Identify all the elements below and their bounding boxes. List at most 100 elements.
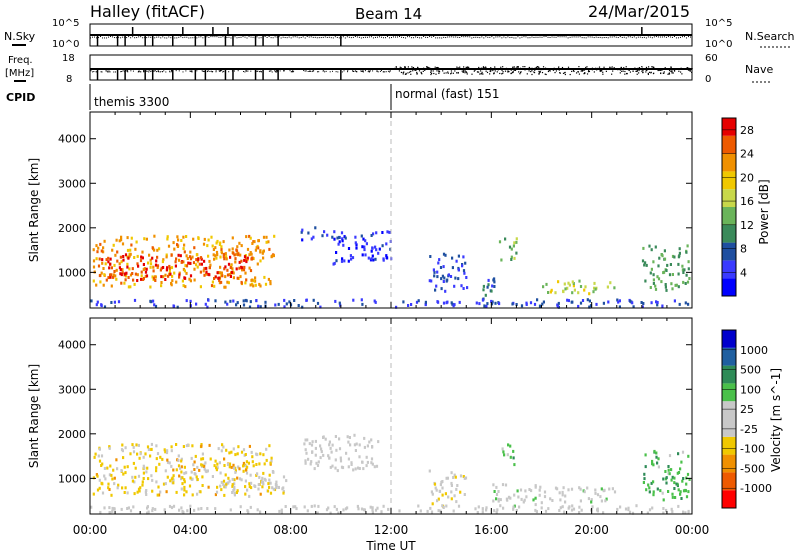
vel-cell <box>428 469 431 473</box>
vel-cell <box>549 497 552 501</box>
nave-dot <box>105 70 107 72</box>
vel-cell <box>651 506 654 510</box>
power-cell <box>550 288 553 292</box>
power-cell <box>684 301 687 305</box>
vel-cell <box>371 462 374 466</box>
vel-cell <box>679 490 682 494</box>
power-cell <box>151 275 154 279</box>
vel-cell <box>431 492 434 496</box>
nave-dot <box>459 67 461 70</box>
power-cell <box>355 243 358 247</box>
vel-cell <box>578 511 581 514</box>
time-tick-label: 16:00 <box>474 523 509 537</box>
power-cell <box>451 256 454 260</box>
vel-cell <box>213 464 216 468</box>
power-cell <box>203 267 206 271</box>
power-cell <box>449 275 453 278</box>
power-cell <box>372 258 375 262</box>
vel-cell <box>103 466 106 470</box>
cpid-mode-1: themis 3300 <box>94 95 169 109</box>
vel-cell <box>504 483 508 487</box>
power-cell <box>174 260 177 264</box>
vel-cell <box>159 455 162 459</box>
nsearch-dot <box>639 36 641 38</box>
power-cell <box>160 281 163 284</box>
vel-cell <box>193 508 196 512</box>
power-cell <box>595 302 598 306</box>
nsearch-dot <box>675 37 677 39</box>
nsearch-dot <box>378 36 380 38</box>
vel-cell <box>677 452 680 456</box>
power-cell <box>632 305 635 309</box>
vel-cell <box>503 453 506 457</box>
power-cell <box>297 304 300 307</box>
nave-dot <box>113 71 115 73</box>
nsearch-dot <box>284 37 286 39</box>
nsearch-dot <box>122 36 124 38</box>
nave-dot <box>547 70 550 73</box>
vel-cell <box>245 471 249 475</box>
nave-dot <box>584 72 586 74</box>
vel-cell <box>668 454 672 458</box>
velocity-colorbar-swatch <box>722 419 736 437</box>
vel-cell <box>671 475 674 479</box>
power-cell <box>121 242 125 246</box>
power-cell <box>533 302 537 306</box>
nsearch-dot <box>673 36 675 38</box>
power-cell <box>160 275 163 279</box>
nsearch-dot <box>254 37 256 39</box>
power-cell <box>124 272 127 276</box>
vel-cell <box>363 445 366 449</box>
power-cell <box>410 303 413 306</box>
vel-cell <box>110 493 113 497</box>
vel-cell <box>215 466 218 470</box>
nsearch-dot <box>346 36 348 38</box>
velocity-colorbar-swatch <box>722 436 736 455</box>
vel-cell <box>320 450 323 454</box>
vel-cell <box>262 471 265 475</box>
power-cell <box>491 284 494 288</box>
nsearch-dot <box>326 36 328 38</box>
vel-cell <box>180 459 183 463</box>
nave-dot <box>497 69 499 71</box>
vel-cell <box>200 444 203 448</box>
station-title: Halley (fitACF) <box>90 2 205 21</box>
nsearch-dot <box>384 37 386 39</box>
power-cell <box>185 254 188 258</box>
vel-cell <box>686 472 690 476</box>
nave-dot <box>108 70 110 72</box>
vel-cell <box>98 486 101 490</box>
power-cell <box>224 265 227 269</box>
power-cell <box>258 282 261 286</box>
vel-cell <box>684 489 687 493</box>
nave-dot <box>611 66 613 68</box>
vel-cell <box>149 454 152 458</box>
power-cell <box>252 284 255 288</box>
vel-cell <box>214 507 217 511</box>
vel-cell <box>111 509 114 513</box>
power-cell <box>239 275 242 279</box>
power-cell <box>223 257 226 261</box>
vel-cell <box>255 473 258 477</box>
power-cell <box>119 268 122 272</box>
nave-dot <box>499 72 501 75</box>
nsearch-dot <box>138 36 140 38</box>
nave-dot <box>629 71 632 73</box>
vel-cell <box>308 442 311 446</box>
power-cell <box>675 283 678 287</box>
power-cell <box>300 230 303 234</box>
time-tick-labels: 00:00 04:00 08:00 12:00 16:00 20:00 00:00 <box>73 523 710 537</box>
power-cell <box>240 280 243 284</box>
vel-cell <box>216 466 219 470</box>
nsearch-dot <box>401 36 403 38</box>
power-cell <box>103 273 106 277</box>
nave-dot <box>451 68 453 70</box>
vel-cell <box>380 510 383 514</box>
power-cell <box>202 269 205 273</box>
nave-dot <box>418 70 421 72</box>
power-cell <box>510 247 513 251</box>
power-cell <box>335 251 338 254</box>
nave-dot <box>228 71 230 73</box>
nave-dot <box>404 73 407 75</box>
power-cell <box>222 255 225 259</box>
